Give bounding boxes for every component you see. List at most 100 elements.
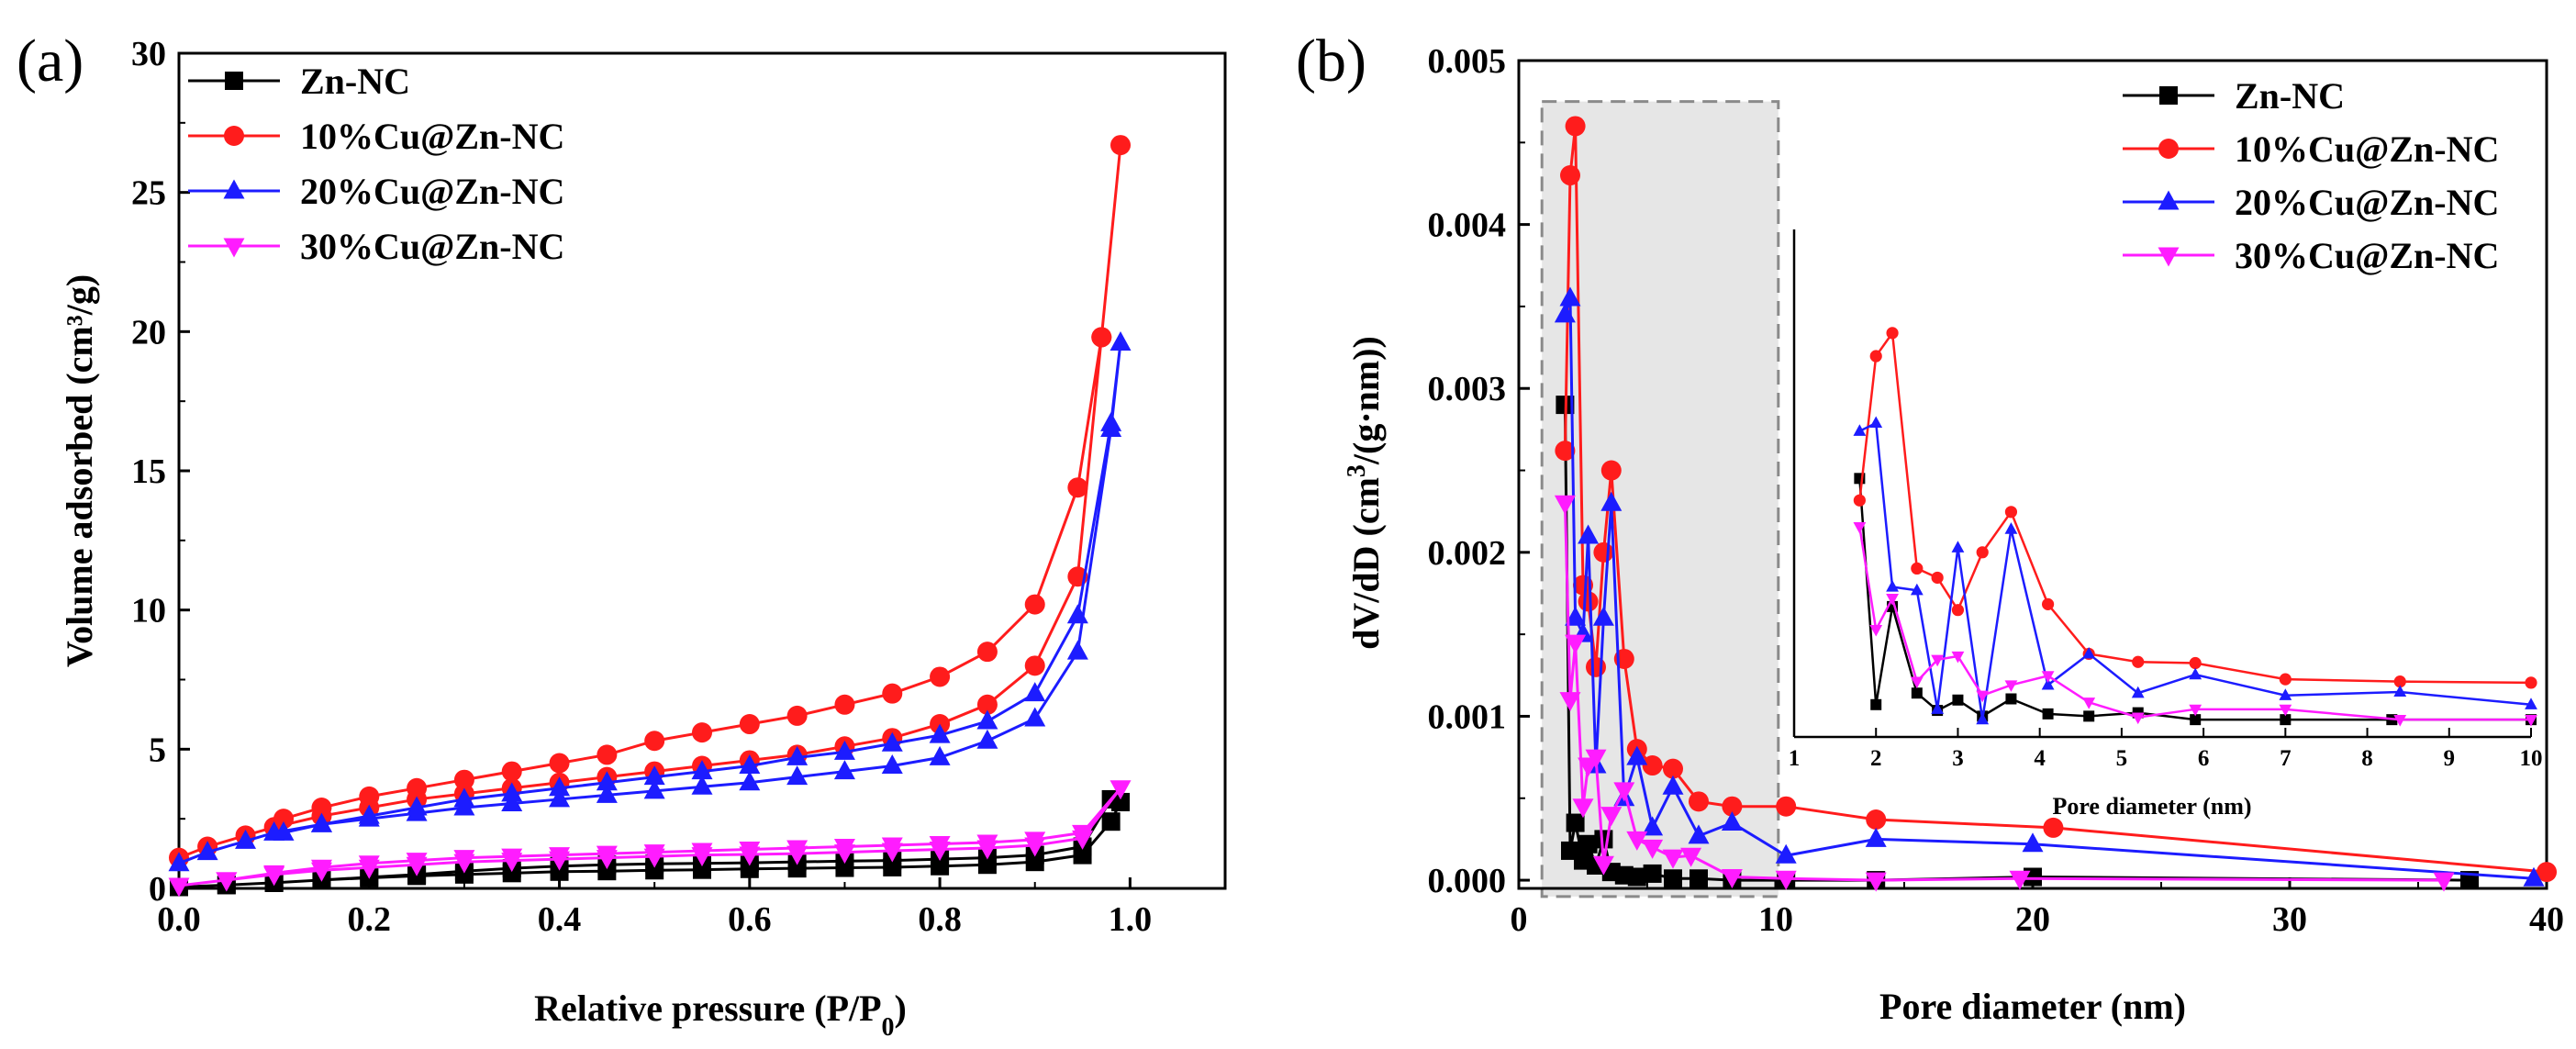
- data-point-a-2: [596, 771, 618, 791]
- x-tick-label-a: 0.2: [348, 900, 392, 939]
- data-point-a-3: [310, 859, 332, 879]
- data-point-a-2: [881, 754, 903, 775]
- data-point-b-3: [1775, 870, 1797, 890]
- y-axis-title-a: Volume adsorbed (cm³/g): [59, 274, 100, 667]
- inset-data-point-2: [1910, 583, 1924, 596]
- data-point-b-2: [1578, 524, 1600, 544]
- data-point-a-2: [643, 779, 665, 799]
- inset-data-point-3: [2189, 704, 2202, 717]
- inset-data-point-3: [1869, 624, 1883, 637]
- inset-x-tick-label: 10: [2520, 746, 2543, 771]
- inset-data-point-3: [2041, 671, 2055, 683]
- inset-data-point-2: [2041, 677, 2055, 690]
- data-point-a-3: [216, 872, 238, 892]
- data-point-a-1: [1091, 327, 1112, 348]
- data-point-b-3: [1554, 495, 1576, 515]
- data-point-a-0: [1101, 812, 1121, 831]
- data-point-a-2: [196, 841, 218, 861]
- inset-x-tick-label: 3: [1952, 746, 1964, 771]
- data-point-b-1: [1600, 460, 1622, 481]
- data-point-b-1: [1565, 116, 1586, 137]
- data-point-b-1: [1593, 541, 1614, 563]
- y-axis-title-b: dV/dD (cm3/(g·nm)): [1343, 336, 1388, 650]
- series-line-a-3: [178, 787, 1122, 887]
- inset-data-point-1: [2189, 656, 2202, 670]
- data-point-b-0: [1627, 867, 1646, 887]
- legend-marker-b: [2158, 247, 2180, 267]
- inset-data-point-0: [1870, 698, 1882, 710]
- data-point-a-1: [1110, 135, 1131, 156]
- inset-data-point-1: [1911, 562, 1924, 575]
- chart-b-plot: 0 10 20 30 40 0.000 0.001 0.002 0.003 0.004 0.005 P…: [1343, 42, 2565, 1027]
- inset-data-point-2: [1869, 416, 1883, 429]
- data-point-b-2: [1642, 816, 1664, 836]
- y-tick-label-a: 25: [131, 174, 166, 213]
- inset-data-point-2: [1976, 712, 1990, 725]
- data-point-a-1: [644, 731, 665, 752]
- data-point-a-1: [692, 722, 712, 743]
- data-point-b-2: [1688, 824, 1710, 844]
- legend-marker-b: [2158, 139, 2179, 159]
- data-point-a-2: [1024, 707, 1046, 727]
- data-point-b-3: [1559, 692, 1581, 712]
- x-tick-label-a: 0.4: [538, 900, 582, 939]
- data-point-a-3: [976, 834, 998, 854]
- legend-label-b: 20%Cu@Zn-NC: [2235, 182, 2499, 223]
- data-point-a-1: [597, 744, 618, 765]
- data-point-a-2: [929, 723, 951, 743]
- inset-data-point-0: [2005, 693, 2017, 705]
- inset-data-point-2: [2393, 685, 2407, 697]
- data-point-b-2: [1775, 843, 1797, 864]
- data-point-a-1: [834, 694, 855, 715]
- inset-x-tick-label: 9: [2444, 746, 2456, 771]
- inset-x-tick-label: 2: [1870, 746, 1882, 771]
- x-tick-label-a: 0.8: [918, 900, 962, 939]
- data-point-b-1: [1573, 575, 1593, 596]
- chart-a-plot: 0.0 0.2 0.4 0.6 0.8 1.0 0 5 10 15 20 25 30 Relative p…: [59, 35, 1227, 1042]
- x-axis-title-a: Relative pressure (P/P0): [534, 988, 907, 1042]
- data-point-b-0: [1578, 834, 1598, 854]
- inset-data-point-1: [1976, 546, 1989, 559]
- data-point-b-3: [1626, 831, 1648, 851]
- series-line-b-3: [1563, 503, 2445, 882]
- data-point-b-2: [1721, 811, 1743, 831]
- data-point-b-1: [1555, 441, 1576, 462]
- inset-data-point-3: [2393, 715, 2407, 727]
- data-point-b-2: [1626, 745, 1648, 765]
- y-tick-label-b: 0.004: [1428, 206, 1507, 245]
- data-point-a-2: [310, 812, 332, 832]
- legend-label-a: Zn-NC: [300, 61, 410, 102]
- data-point-a-3: [406, 853, 428, 873]
- data-point-a-3: [263, 865, 285, 885]
- data-point-a-3: [643, 844, 665, 865]
- legend-label-a: 30%Cu@Zn-NC: [300, 226, 564, 267]
- inset-x-tick-label: 1: [1789, 746, 1801, 771]
- data-point-b-2: [1600, 491, 1623, 511]
- x-tick-label-a: 1.0: [1109, 900, 1153, 939]
- data-point-a-3: [1072, 824, 1094, 844]
- y-tick-label-b: 0.005: [1428, 42, 1507, 81]
- data-point-a-2: [549, 787, 571, 808]
- inset-data-point-2: [2189, 667, 2202, 680]
- legend-marker-a: [224, 126, 244, 146]
- y-tick-label-a: 20: [131, 313, 166, 352]
- data-point-b-1: [1560, 165, 1580, 186]
- data-point-a-2: [833, 740, 855, 760]
- inset-data-point-1: [1853, 494, 1866, 507]
- data-point-a-2: [501, 791, 523, 811]
- inset-series-line-3: [1858, 526, 2531, 721]
- data-point-a-2: [549, 776, 571, 797]
- legend-marker-b: [2159, 86, 2178, 105]
- inset-series-line-0: [1858, 478, 2531, 721]
- panel-a-label: (a): [17, 28, 84, 95]
- data-point-a-2: [1110, 330, 1132, 351]
- inset-data-point-2: [2525, 697, 2537, 709]
- inset-data-point-3: [1951, 651, 1965, 664]
- data-point-b-3: [1572, 798, 1594, 819]
- data-point-b-3: [1642, 839, 1664, 859]
- data-point-a-3: [739, 842, 761, 862]
- y-tick-label-b: 0.003: [1428, 370, 1507, 408]
- data-point-a-2: [453, 787, 475, 808]
- data-point-b-3: [1721, 868, 1743, 888]
- data-point-a-3: [833, 839, 855, 858]
